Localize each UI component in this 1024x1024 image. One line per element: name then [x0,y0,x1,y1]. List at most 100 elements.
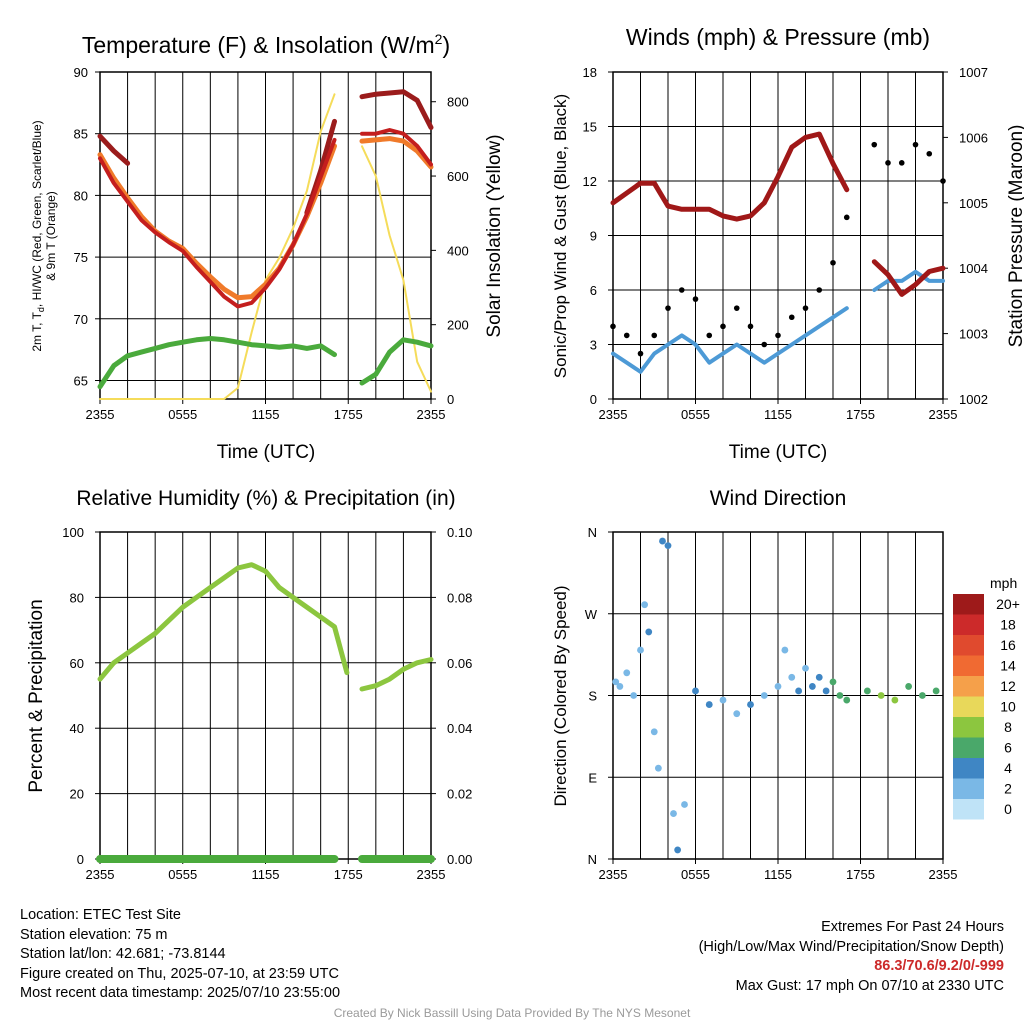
direction-point [802,664,809,672]
legend-swatch [953,594,984,615]
direction-point [877,692,885,699]
legend-label: 2 [1004,781,1012,797]
direction-point [822,687,830,695]
legend-swatch [953,635,984,656]
extremes-heading: Extremes For Past 24 Hours [821,919,1004,935]
legend-label: 10 [1000,699,1016,715]
gust-point [802,305,809,311]
temp-y-tick-label: 90 [74,65,88,80]
station-location: Location: ETEC Test Site [20,907,181,923]
wind-y-tick-label: 3 [590,338,597,353]
dir-y-tick-label: N [588,852,597,867]
wind-y-label-left: Sonic/Prop Wind & Gust (Blue, Black) [551,94,570,378]
rh-y-label-left: Percent & Precipitation [26,599,47,792]
legend-swatch [953,737,984,758]
direction-point [795,687,803,695]
rh-y2-tick-label: 0.10 [447,525,472,540]
wind-y-tick-label: 15 [583,120,597,135]
gust-point [733,305,740,311]
wind-y2-tick-label: 1007 [959,65,988,80]
temp-x-label: Time (UTC) [217,442,316,463]
wind-x-tick-label: 1755 [846,407,875,422]
dir-y-tick-label: W [585,607,598,622]
rh-y-tick-label: 100 [62,525,84,540]
gust-point [940,178,946,184]
direction-point [774,683,782,690]
direction-point [719,696,727,704]
direction-point [733,710,741,718]
dir-legend-title: mph [990,575,1017,591]
dir-gridlines [613,532,943,859]
dir-y-tick-label: N [588,525,597,540]
legend-label: 0 [1004,801,1012,817]
rh-y2-tick-label: 0.00 [447,852,472,867]
legend-swatch [953,696,984,717]
gust-point [706,332,713,339]
legend-label: 4 [1004,760,1012,776]
legend-swatch [953,676,984,697]
rh-y2-tick-label: 0.08 [447,590,472,605]
dir-left-axis: N E S W N [585,525,613,867]
wind-right-axis: 1002 1003 1004 1005 1006 1007 [943,65,988,407]
dir-x-tick-label: 1155 [764,867,792,882]
rh-line [97,562,434,692]
wind-y2-tick-label: 1004 [959,261,988,276]
temp-y2-tick-label: 200 [447,318,469,333]
rh-y2-tick-label: 0.04 [447,721,472,736]
direction-point [645,628,653,636]
gust-point [885,160,891,166]
dir-legend: 20+ 18 16 14 12 10 8 6 4 2 0 [953,594,1020,820]
figure-created: Figure created on Thu, 2025-07-10, at 23… [20,965,339,982]
direction-point [654,764,662,772]
temp-y2-tick-label: 600 [447,169,469,184]
temp-x-tick-label: 0555 [168,407,197,422]
rh-gridlines [100,532,431,859]
station-elevation: Station elevation: 75 m [20,926,168,943]
dir-y-label-left: Direction (Colored By Speed) [551,585,570,806]
legend-label: 14 [1000,658,1016,674]
rh-left-axis: 0 20 40 60 80 100 [62,525,100,867]
gust-point [665,305,671,311]
dir-x-tick-label: 2355 [929,867,958,882]
temp-right-axis: 0 200 400 600 800 [431,95,469,407]
dir-series-group [612,537,940,854]
rh-y-tick-label: 60 [70,656,84,671]
gust-point [912,141,919,148]
temp-y-tick-label: 70 [74,312,88,327]
direction-point [664,542,672,550]
rh-x-tick-label: 1755 [334,867,363,882]
direction-point [692,687,699,695]
gust-point [830,259,836,266]
temp-2m-line [98,128,433,309]
temp-y2-tick-label: 0 [447,392,454,407]
wind-series-group [610,131,946,374]
direction-point [659,537,666,545]
legend-label: 18 [1000,617,1016,633]
wind-panel: Winds (mph) & Pressure (mb) 0 3 6 9 12 15 18 1… [551,24,1024,463]
temp-x-tick-label: 2355 [86,407,115,422]
gust-point [816,287,823,293]
temp-x-tick-label: 1755 [334,407,363,422]
legend-swatch [953,778,984,799]
temp-title: Temperature (F) & Insolation (W/m2) [82,31,450,58]
direction-point [829,678,837,686]
temp-y-label-right: Solar Insolation (Yellow) [484,134,505,337]
rh-x-axis: 2355 0555 1155 1755 2355 [86,859,445,882]
gust-point [610,323,616,330]
direction-point [905,683,913,690]
direction-point [623,669,631,677]
temp-x-axis: 2355 0555 1155 1755 2355 [86,399,445,422]
temp-left-axis: 65 70 75 80 85 90 [74,65,100,388]
temp-panel: Temperature (F) & Insolation (W/m2) 65 70… [30,31,505,463]
gust-point [843,214,850,221]
gust-point [637,350,644,357]
wind-y2-tick-label: 1005 [959,196,988,211]
direction-point [612,678,620,686]
temp-y-tick-label: 85 [74,127,88,142]
wind-title: Winds (mph) & Pressure (mb) [626,24,930,50]
rh-panel: Relative Humidity (%) & Precipitation (i… [26,487,472,882]
rh-y2-tick-label: 0.02 [447,787,472,802]
station-latlon: Station lat/lon: 42.681; -73.8144 [20,946,226,962]
svg-text:& 9m T (Orange): & 9m T (Orange) [44,191,58,281]
